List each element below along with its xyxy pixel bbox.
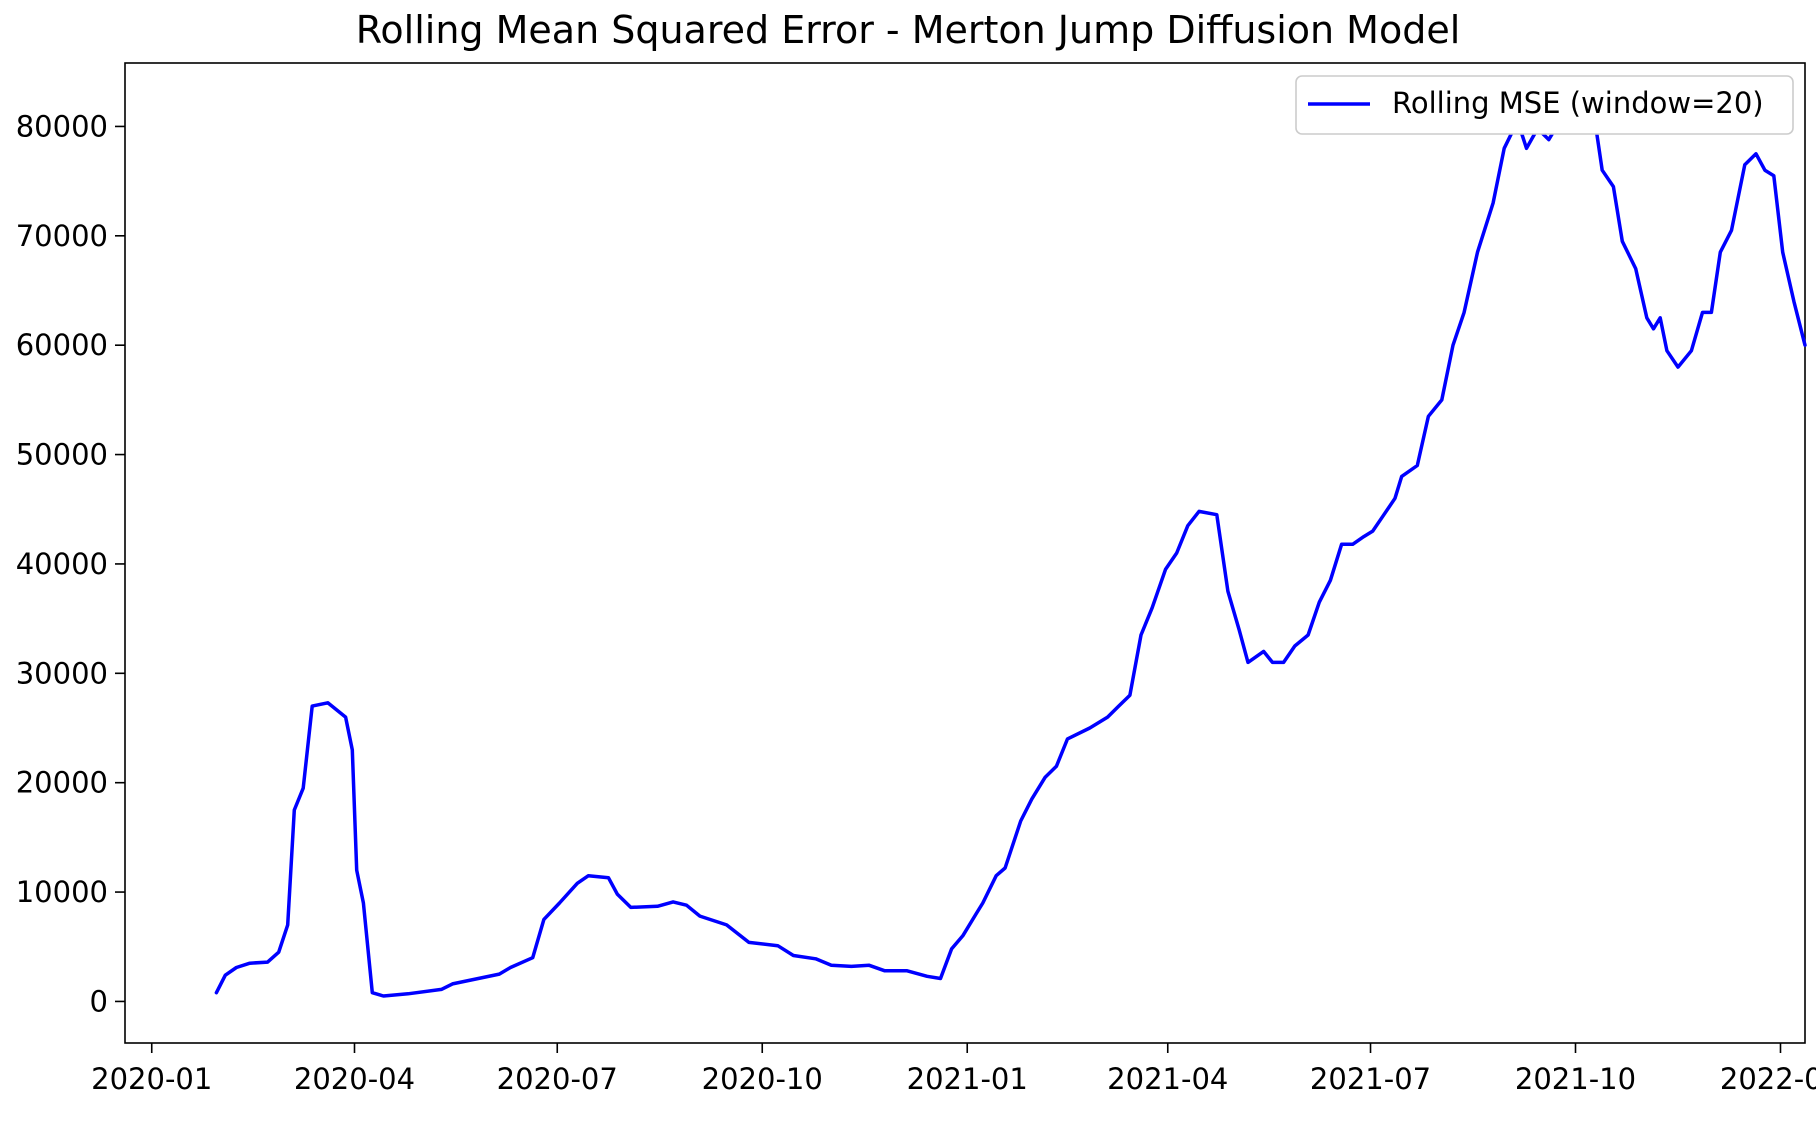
legend-label: Rolling MSE (window=20) (1392, 86, 1764, 120)
series-layer (214, 106, 1807, 998)
y-tick-label: 50000 (16, 438, 108, 472)
y-tick-label: 40000 (16, 547, 108, 581)
series-line-rolling-mse (214, 106, 1807, 998)
x-tick-label: 2020-10 (702, 1062, 823, 1096)
x-tick-label: 2021-04 (1107, 1062, 1228, 1096)
x-axis: 2020-01 2020-04 2020-07 2020-10 2021-01 2021-… (91, 1043, 1816, 1096)
plot-area-frame (124, 62, 1806, 1044)
y-tick-label: 80000 (16, 109, 108, 143)
y-tick-label: 10000 (16, 875, 108, 909)
y-tick-label: 70000 (16, 219, 108, 253)
x-tick-label: 2020-04 (294, 1062, 415, 1096)
x-tick-label: 2021-01 (907, 1062, 1028, 1096)
x-tick-label: 2020-01 (91, 1062, 212, 1096)
legend-box (1295, 75, 1794, 135)
x-tick-label: 2021-07 (1310, 1062, 1431, 1096)
y-tick-label: 20000 (16, 766, 108, 800)
x-tick-label: 2022-01 (1720, 1062, 1816, 1096)
x-tick-label: 2020-07 (497, 1062, 618, 1096)
x-tick-label: 2021-10 (1515, 1062, 1636, 1096)
chart-title: Rolling Mean Squared Error - Merton Jump… (356, 8, 1461, 52)
y-axis: 0 10000 20000 30000 40000 50000 60000 70000 8000… (16, 109, 125, 1018)
y-tick-label: 60000 (16, 328, 108, 362)
y-tick-label: 30000 (16, 656, 108, 690)
y-tick-label: 0 (90, 984, 108, 1018)
legend: Rolling MSE (window=20) (1295, 75, 1794, 135)
